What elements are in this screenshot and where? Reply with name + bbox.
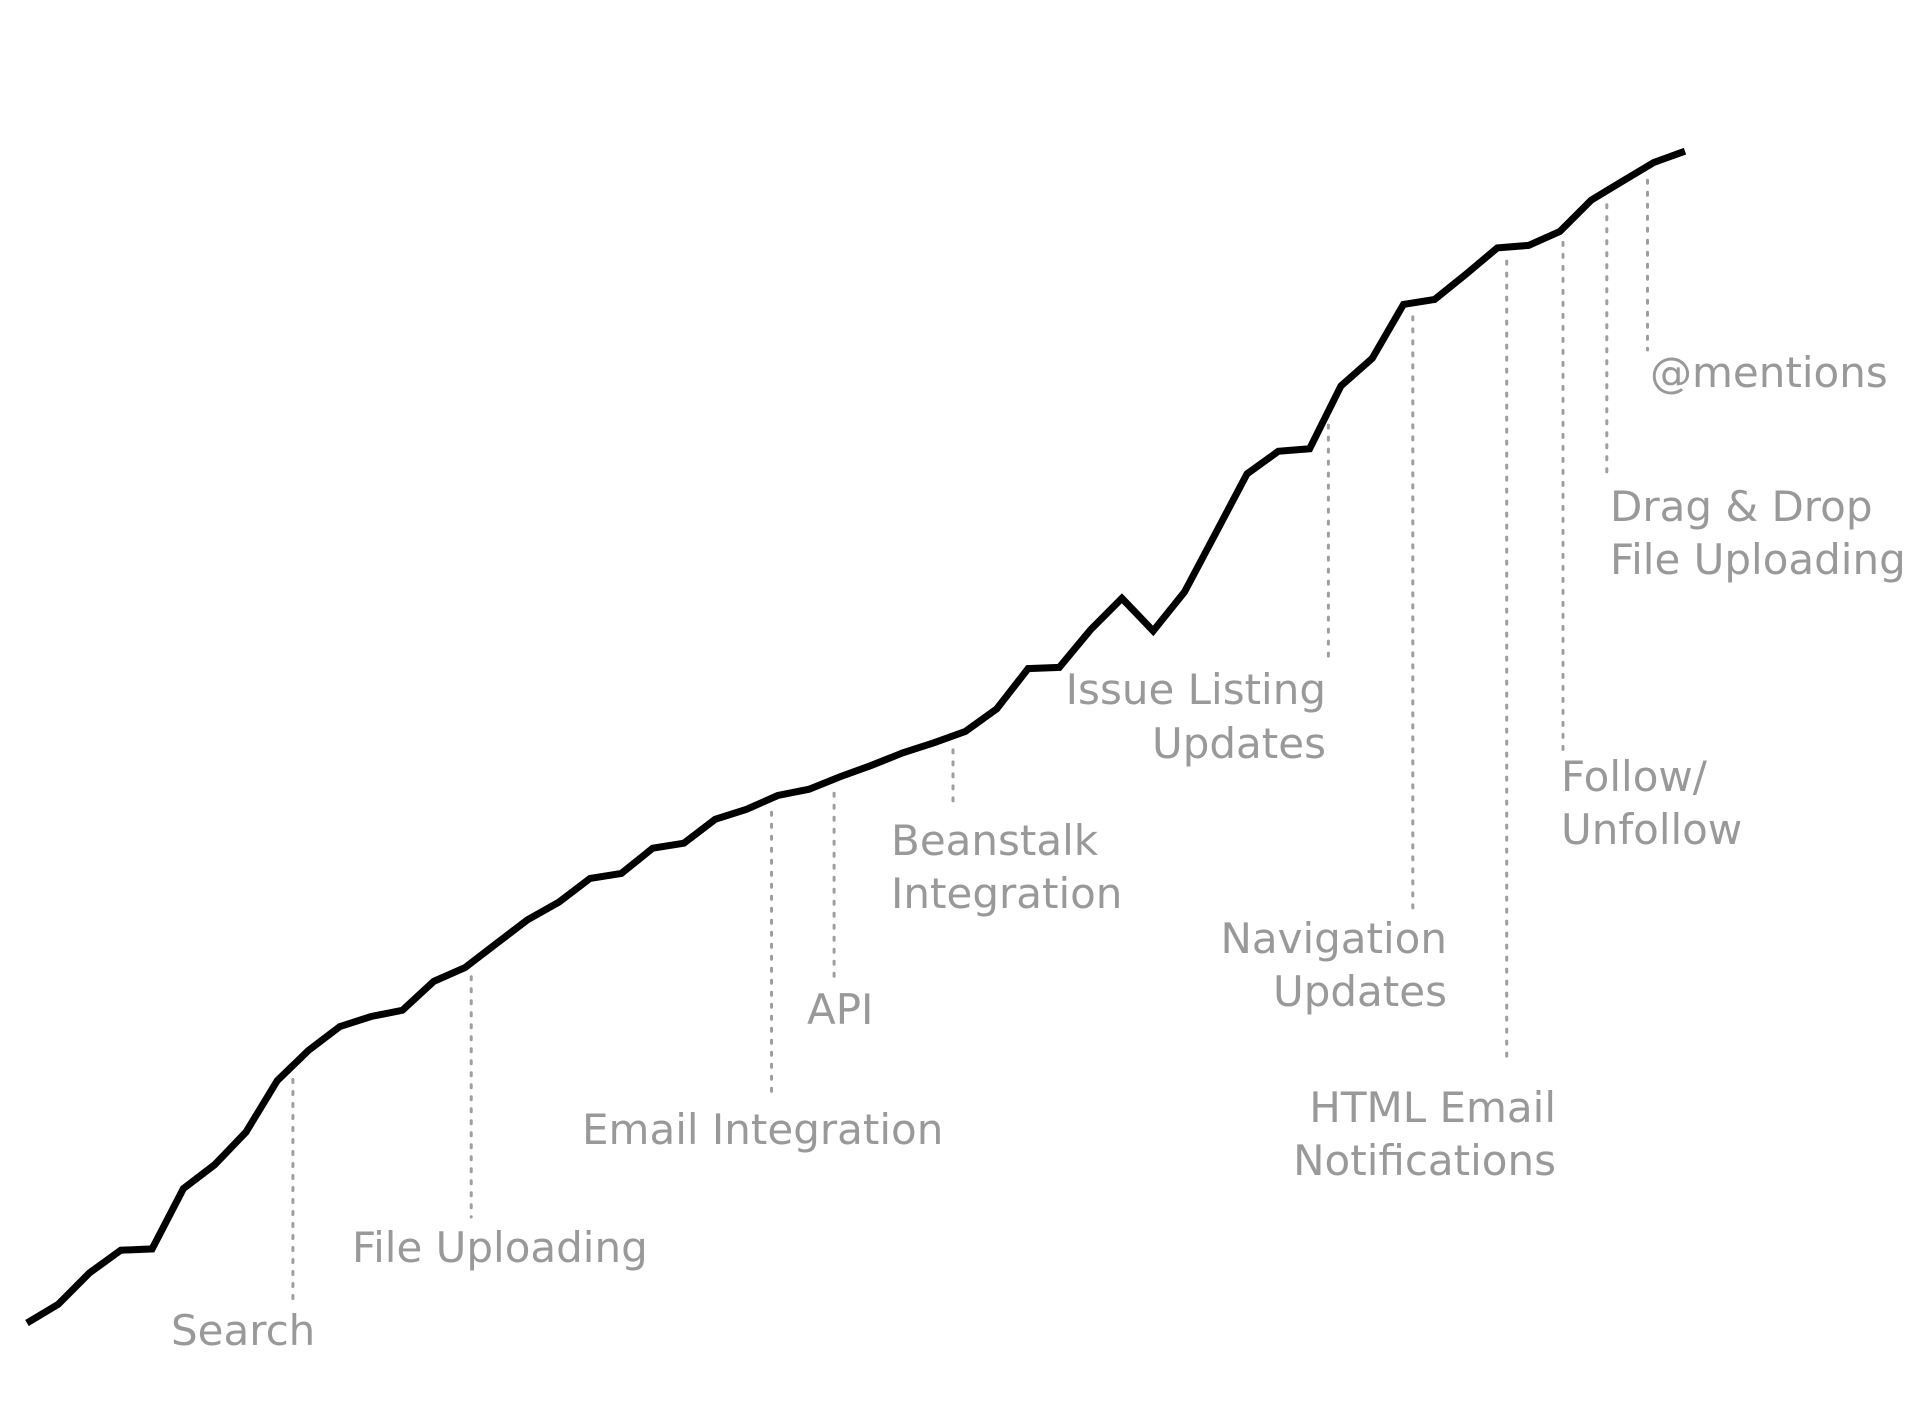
annotation-label: Search [171,1306,315,1355]
annotation-label: HTML Email [1309,1083,1556,1132]
annotation-label: Issue Listing [1066,665,1326,714]
annotation-label: @mentions [1650,348,1888,397]
annotation-labels: Search File Uploading Email Integration API… [171,348,1906,1355]
growth-line [25,147,1687,1327]
annotation-label: Updates [1152,719,1326,768]
annotation-label: File Uploading [1610,535,1906,584]
annotation-label: Updates [1273,967,1447,1016]
annotation-label: Drag & Drop [1610,482,1873,531]
annotation-label: Integration [891,869,1122,918]
annotation-label: File Uploading [352,1223,648,1272]
annotation-label: Navigation [1220,914,1447,963]
annotation-label: Email Integration [582,1105,943,1154]
annotation-label: Unfollow [1561,805,1742,854]
annotation-label: Follow/ [1561,752,1708,801]
annotation-label: Beanstalk [891,816,1099,865]
annotation-label: Notifications [1293,1136,1556,1185]
annotation-markers [291,178,1649,1302]
annotation-label: API [807,985,873,1034]
